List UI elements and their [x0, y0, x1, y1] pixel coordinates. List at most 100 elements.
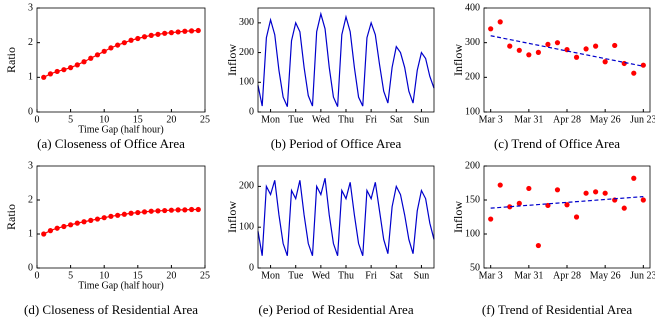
caption: (a) Closeness of Office Area	[37, 136, 185, 151]
data-point	[162, 207, 168, 214]
y-tick-label: 200	[465, 160, 480, 171]
x-tick-label: 10	[99, 270, 109, 281]
y-axis-label: Inflow	[451, 201, 465, 233]
data-point	[148, 208, 154, 214]
data-point	[195, 206, 201, 213]
panel: 0 100 200 Mon Tue Wed Thu Fri Sat Sun Inflow (e) Pe…	[225, 165, 435, 317]
plot-frame	[483, 165, 651, 269]
y-tick-label: 200	[239, 181, 254, 192]
panel: 0 1 2 3 0 5 10 15 20 25 Ratio Time Gap (half hour)(…	[4, 2, 210, 151]
data-line	[43, 29, 199, 78]
data-line	[43, 208, 199, 235]
data-point	[621, 205, 627, 211]
data-point	[61, 223, 67, 230]
data-point	[526, 185, 532, 192]
data-point	[141, 209, 148, 215]
data-point	[573, 214, 580, 220]
plot-frame	[36, 165, 206, 269]
data-point	[516, 200, 522, 206]
data-point	[74, 62, 80, 68]
data-point	[141, 34, 148, 40]
caption: (c) Trend of Office Area	[494, 136, 620, 151]
x-tick-label: Thu	[338, 114, 354, 125]
data-point	[573, 54, 580, 60]
data-point	[488, 26, 494, 32]
plot-frame	[483, 7, 651, 113]
x-tick-label: Sat	[390, 270, 403, 281]
plot-frame	[257, 165, 435, 269]
y-tick-label: 1	[28, 72, 33, 83]
data-point	[631, 70, 637, 76]
data-point	[108, 213, 114, 219]
x-tick-label: Sun	[414, 114, 430, 125]
data-point	[81, 59, 87, 65]
data-point	[47, 228, 54, 234]
data-point	[602, 190, 608, 196]
data-point	[135, 35, 141, 42]
x-axis-label: Time Gap (half hour)	[78, 280, 163, 291]
data-point	[81, 219, 87, 225]
data-point	[68, 222, 74, 228]
data-point	[175, 29, 181, 35]
data-point	[182, 207, 188, 213]
data-point	[162, 30, 168, 36]
data-point	[583, 190, 589, 196]
x-tick-label: Wed	[312, 114, 330, 125]
data-point	[88, 55, 94, 61]
y-tick-label: 100	[239, 221, 254, 232]
x-tick-label: Apr 28	[553, 114, 581, 125]
data-point	[602, 59, 608, 65]
x-tick-label: Mar 3	[479, 114, 503, 125]
x-tick-label: Jun 23	[630, 114, 655, 125]
y-tick-label: 2	[28, 37, 33, 48]
data-point	[74, 220, 80, 226]
panel: 0 100 200 300 Mon Tue Wed Thu Fri Sat Sun Inflow (b)…	[225, 7, 435, 151]
data-point	[195, 27, 201, 34]
y-tick-label: 50	[470, 262, 480, 273]
y-axis-label: Inflow	[225, 201, 239, 233]
data-point	[54, 68, 60, 75]
y-axis-label: Ratio	[4, 204, 18, 230]
data-point	[135, 209, 141, 216]
y-tick-label: 100	[239, 77, 254, 88]
y-tick-label: 200	[465, 72, 480, 83]
x-tick-label: 5	[68, 270, 73, 281]
x-tick-label: 15	[133, 114, 143, 125]
y-tick-label: 300	[239, 17, 254, 28]
y-tick-label: 200	[239, 47, 254, 58]
caption: (b) Period of Office Area	[271, 136, 402, 151]
x-axis-label: Time Gap (half hour)	[78, 124, 163, 135]
y-tick-label: 3	[28, 2, 33, 13]
data-point	[128, 37, 134, 43]
data-point	[155, 208, 161, 214]
data-point	[115, 42, 121, 48]
data-point	[47, 71, 54, 77]
data-point	[54, 225, 60, 231]
y-tick-label: 0	[249, 262, 254, 273]
y-tick-label: 300	[465, 37, 480, 48]
data-point	[507, 204, 513, 210]
panel: 100 200 300 400 Mar 3 Mar 31 Apr 28 May 26 Jun 2…	[451, 2, 655, 151]
data-point	[121, 211, 127, 217]
data-point	[188, 28, 195, 34]
x-tick-label: 20	[166, 270, 176, 281]
data-point	[155, 31, 161, 37]
x-tick-label: Tue	[288, 114, 304, 125]
data-point	[593, 43, 599, 49]
y-tick-label: 400	[465, 2, 480, 13]
x-tick-label: 25	[200, 114, 210, 125]
data-point	[564, 202, 570, 208]
data-point	[488, 216, 494, 222]
y-tick-label: 100	[465, 228, 480, 239]
data-point	[593, 189, 599, 195]
data-point	[535, 49, 541, 55]
x-tick-label: Fri	[365, 114, 377, 125]
data-point	[128, 210, 134, 216]
x-tick-label: 10	[99, 114, 109, 125]
x-tick-label: Fri	[365, 270, 377, 281]
data-point	[640, 62, 646, 68]
data-point	[88, 217, 94, 223]
y-tick-label: 0	[28, 106, 33, 117]
x-tick-label: Tue	[288, 270, 304, 281]
x-tick-label: Mon	[261, 114, 280, 125]
